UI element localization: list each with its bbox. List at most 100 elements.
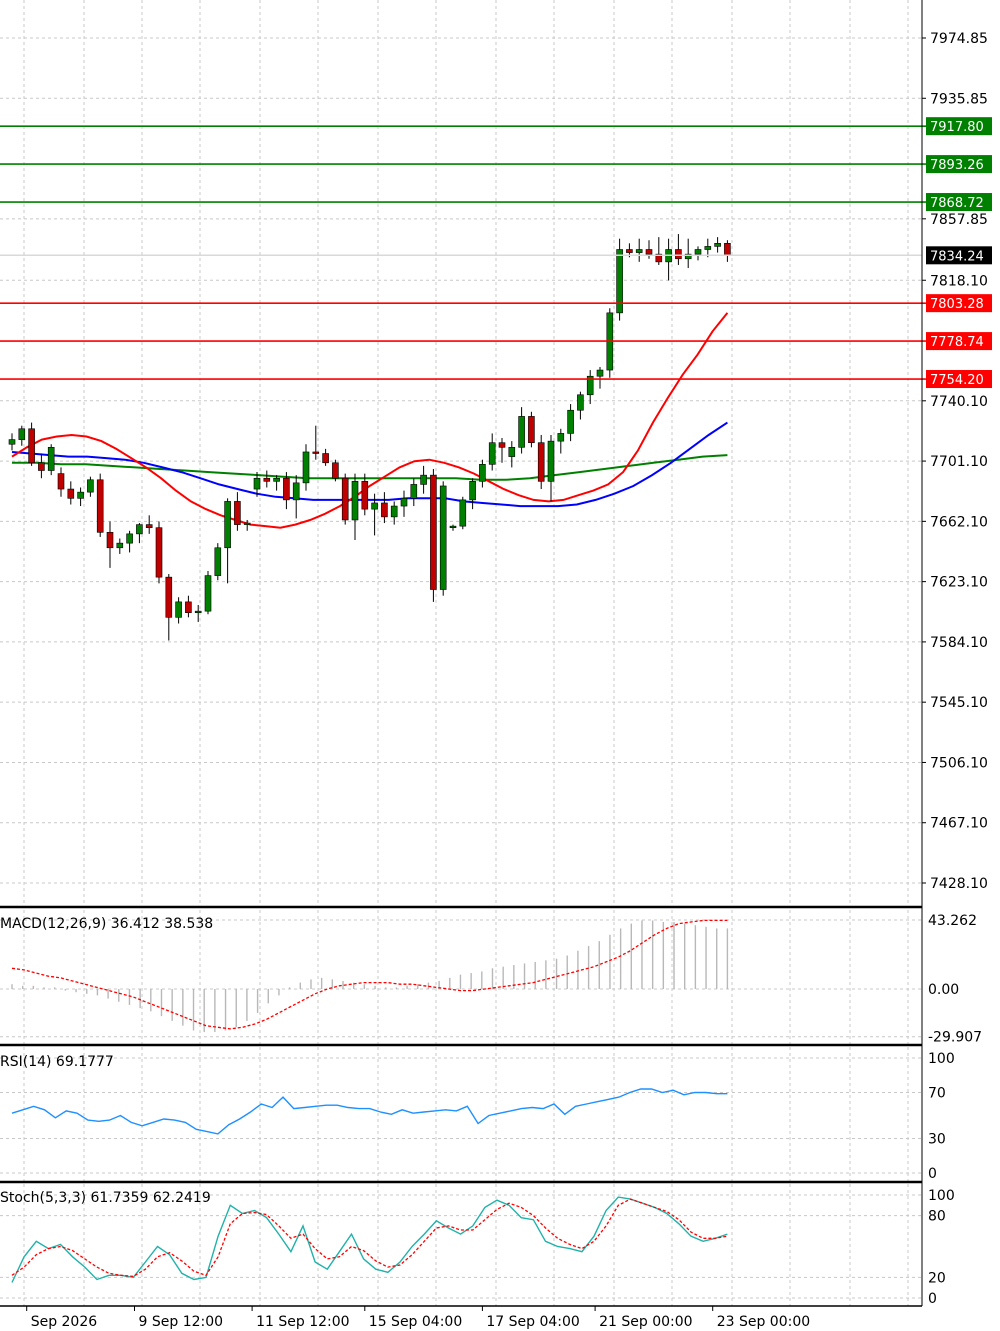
candle-body [234, 501, 241, 525]
candle-body [577, 394, 584, 411]
candle-body [518, 416, 525, 448]
candle-body [626, 249, 633, 253]
current-price-label: 7834.24 [930, 249, 984, 264]
candle-body [724, 243, 731, 256]
candle-body [694, 249, 702, 255]
resistance-label: 7917.80 [930, 120, 984, 135]
candle-body [175, 601, 182, 618]
resistance-label-bg [926, 117, 992, 136]
candle-body [714, 243, 721, 247]
candle-body [77, 491, 84, 499]
price-tick-label: 7935.85 [930, 91, 988, 107]
price-tick-label: 7701.10 [930, 454, 988, 470]
candle-body [243, 522, 251, 525]
support-label-bg [926, 370, 992, 389]
candles-layer [8, 234, 731, 641]
support-label: 7803.28 [930, 297, 984, 312]
candle-body [165, 576, 173, 618]
candle-body [675, 249, 682, 260]
ma-slow-series [12, 454, 728, 481]
macd-signal-line [11, 919, 728, 1030]
price-axis: 7974.85 7935.85 7857.85 7818.10 7740.10 7701.… [921, 0, 992, 1306]
candle-body [430, 474, 437, 590]
support-label-bg [926, 294, 992, 313]
candle-body [351, 481, 359, 521]
candle-body [38, 462, 45, 471]
candle-body [204, 575, 212, 612]
price-tick-label: 7428.10 [930, 876, 988, 892]
candle-body [547, 440, 555, 482]
price-tick-label: 7584.10 [930, 635, 988, 651]
time-axis: Sep 2026 9 Sep 12:00 11 Sep 12:00 15 Sep 04… [26, 1306, 810, 1330]
candle-body [410, 484, 418, 499]
candle-body [106, 532, 114, 549]
candle-body [8, 439, 16, 445]
candle-body [302, 451, 310, 484]
price-tick-label: 7740.10 [930, 394, 988, 410]
candle-body [361, 481, 369, 510]
price-tick-label: 7545.10 [930, 695, 988, 711]
price-tick-label: 7662.10 [930, 514, 988, 530]
candle-body [400, 498, 408, 507]
resistance-label-bg [926, 155, 992, 174]
stoch-panel: Stoch(5,3,3) 61.7359 62.2419 100 80 20 0 [0, 1188, 955, 1307]
price-tick-label: 7857.85 [930, 212, 988, 228]
candle-body [136, 524, 143, 535]
candle-body [18, 428, 26, 440]
candle-body [567, 409, 574, 434]
rsi-axis-label: 100 [928, 1051, 955, 1067]
price-tick-label: 7623.10 [930, 575, 988, 591]
candle-body [145, 524, 153, 528]
time-tick-label: 17 Sep 04:00 [486, 1314, 579, 1330]
rsi-title: RSI(14) 69.1777 [0, 1054, 114, 1070]
rsi-panel: RSI(14) 69.1777 100 70 30 0 [0, 1051, 955, 1182]
macd-axis-label: 0.00 [928, 982, 959, 998]
candle-body [537, 442, 545, 482]
resistance-label: 7868.72 [930, 196, 984, 211]
price-tick-label: 7467.10 [930, 816, 988, 832]
rsi-line [11, 1088, 728, 1135]
candle-body [616, 249, 623, 314]
candle-body [528, 416, 535, 443]
rsi-axis-label: 70 [928, 1086, 946, 1102]
candle-body [28, 428, 35, 464]
stoch-d-line [11, 1198, 728, 1278]
panel-frames [0, 905, 922, 1307]
current-price-label-bg [926, 246, 992, 265]
candle-body [214, 547, 222, 576]
time-tick-label: 21 Sep 00:00 [599, 1314, 692, 1330]
candle-body [292, 482, 300, 501]
resistance-label-bg [926, 193, 992, 212]
candle-body [185, 601, 192, 613]
macd-axis-label: -29.907 [928, 1030, 982, 1046]
candle-body [488, 442, 496, 465]
stoch-k-line [11, 1196, 728, 1283]
ma-mid-line [11, 421, 728, 508]
grid-layer [0, 0, 922, 1306]
candle-body [312, 451, 320, 454]
stoch-axis-label: 20 [928, 1270, 946, 1286]
candle-body [283, 477, 290, 501]
candle-body [194, 610, 202, 613]
candle-body [439, 485, 447, 590]
candle-body [126, 533, 133, 544]
macd-title: MACD(12,26,9) 36.412 38.538 [0, 916, 213, 932]
candle-body [479, 464, 486, 482]
rsi-axis-label: 0 [928, 1166, 937, 1182]
price-tick-label: 7974.85 [930, 31, 988, 47]
support-label-bg [926, 332, 992, 351]
ma-fast-line [11, 312, 729, 529]
stoch-axis-label: 0 [928, 1291, 937, 1307]
rsi-axis-label: 30 [928, 1132, 946, 1148]
candle-body [47, 447, 55, 471]
candle-body [459, 499, 467, 527]
candle-body [390, 505, 398, 518]
candle-body [96, 479, 104, 533]
candle-body [371, 502, 378, 510]
ma-mid-series [11, 421, 728, 508]
macd-axis-label: 43.262 [928, 913, 977, 929]
candle-body [155, 527, 163, 578]
stoch-axis-label: 80 [928, 1209, 946, 1225]
candle-body [586, 375, 594, 396]
